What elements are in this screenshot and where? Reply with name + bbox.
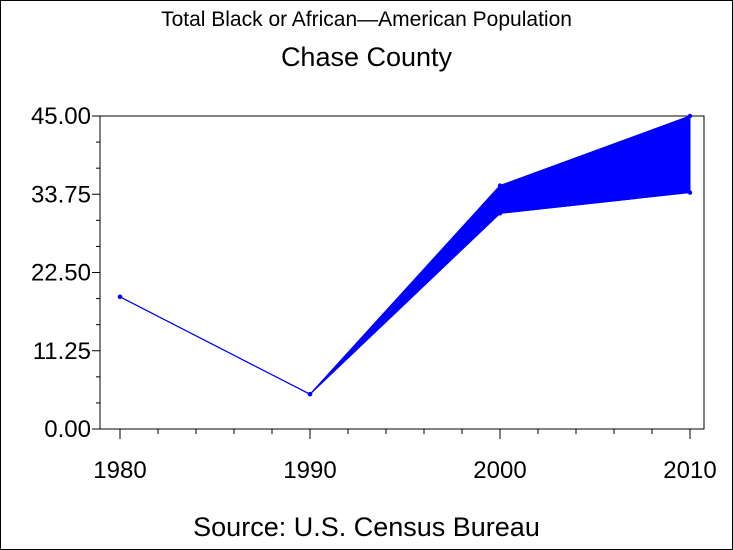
y-tick-label: 0.00	[44, 416, 91, 443]
data-point-lower	[687, 190, 693, 195]
x-tick-label: 2010	[663, 457, 716, 484]
x-tick-label: 2000	[473, 457, 526, 484]
chart-title: Total Black or African—American Populati…	[161, 8, 572, 31]
source-note: Source: U.S. Census Bureau	[193, 512, 540, 542]
y-tick-label: 11.25	[33, 338, 91, 365]
y-tick-label: 33.75	[31, 181, 91, 208]
y-tick-label: 45.00	[31, 103, 91, 130]
series-band-area	[119, 115, 691, 395]
chart-subtitle: Chase County	[280, 42, 453, 72]
x-tick-label: 1980	[93, 457, 146, 484]
y-tick-label: 22.50	[31, 260, 91, 287]
data-point-lower	[117, 294, 123, 300]
data-point-upper	[687, 113, 693, 119]
data-point-lower	[307, 392, 313, 397]
x-tick-label: 1990	[283, 457, 336, 484]
data-point-upper	[497, 183, 503, 188]
series-line-lower	[119, 192, 691, 395]
data-point-lower	[497, 211, 503, 216]
